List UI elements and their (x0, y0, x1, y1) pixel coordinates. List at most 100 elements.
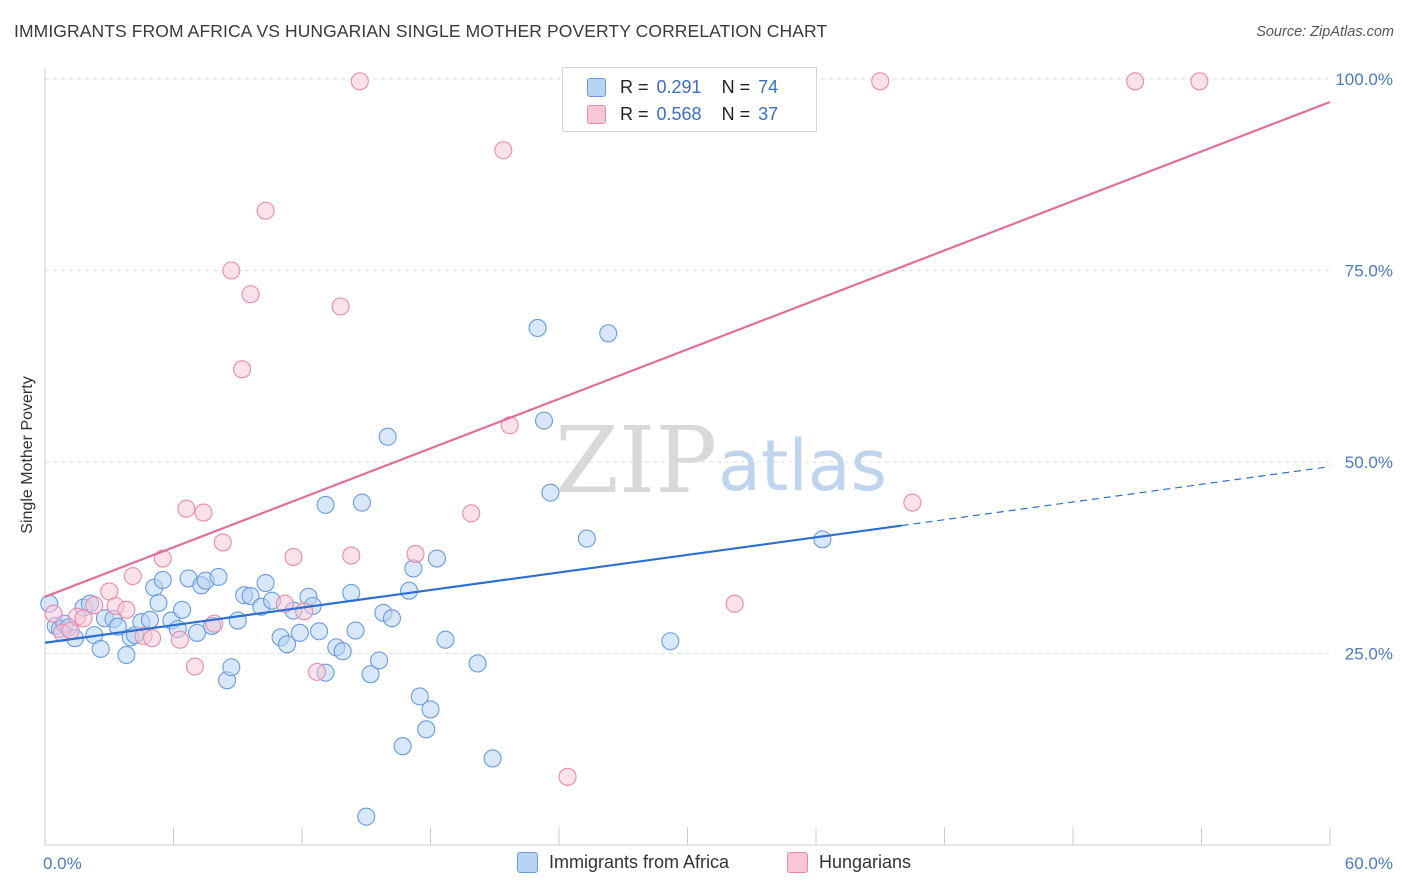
data-point-africa (91, 639, 110, 658)
data-point-hungarians (275, 594, 294, 613)
data-point-africa (342, 583, 361, 603)
data-point-africa (417, 720, 436, 739)
legend-r-label: R = (620, 103, 649, 124)
data-point-hungarians (241, 285, 260, 304)
legend-row-hungarians: R = 0.568 N = 37 (587, 102, 778, 126)
legend-label-hungarians: Hungarians (819, 852, 912, 872)
data-point-africa (361, 665, 380, 684)
data-point-africa (661, 632, 680, 651)
legend-item-africa: Immigrants from Africa (517, 852, 729, 873)
watermark-atlas: atlas (718, 425, 887, 507)
trend-line-hungarians (44, 100, 1331, 598)
y-tick-label: 75.0% (1345, 262, 1393, 281)
series-immigrants-from-africa (40, 318, 832, 826)
data-point-hungarians (350, 72, 369, 91)
data-point-africa (534, 411, 554, 430)
data-point-hungarians (222, 261, 241, 280)
x-tick-label: 60.0% (1345, 854, 1393, 873)
data-point-hungarians (1190, 72, 1209, 91)
legend-n-label: N = (721, 76, 751, 97)
data-point-hungarians (256, 201, 275, 220)
data-point-africa (316, 495, 335, 514)
data-point-africa (370, 651, 389, 670)
data-point-africa (427, 549, 446, 568)
data-point-africa (352, 493, 372, 512)
data-point-africa (813, 530, 832, 549)
data-point-hungarians (185, 657, 204, 676)
data-point-africa (149, 593, 168, 612)
legend-n-value: 37 (758, 103, 779, 124)
data-point-africa (393, 737, 412, 756)
y-tick-label: 100.0% (1335, 70, 1393, 89)
data-point-africa (528, 318, 547, 338)
data-point-hungarians (331, 297, 350, 316)
data-point-africa (108, 617, 127, 636)
data-point-africa (378, 427, 397, 446)
x-tick-label: 0.0% (43, 854, 82, 873)
data-point-africa (241, 586, 260, 606)
correlation-legend: R = 0.291 N = 74 R = 0.568 N = 37 (562, 67, 817, 132)
data-point-hungarians (205, 614, 224, 633)
data-point-africa (222, 658, 241, 677)
data-point-africa (256, 573, 275, 593)
data-point-africa (153, 570, 172, 590)
data-point-hungarians (406, 544, 425, 563)
y-tick-label: 50.0% (1345, 453, 1393, 472)
data-point-africa (188, 623, 207, 642)
data-point-hungarians (85, 596, 104, 615)
data-point-hungarians (903, 493, 922, 512)
axes (44, 68, 1331, 846)
data-point-hungarians (194, 503, 213, 522)
data-point-hungarians (307, 662, 327, 681)
data-point-africa (140, 610, 159, 629)
data-point-hungarians (284, 547, 303, 567)
legend-label-africa: Immigrants from Africa (549, 852, 730, 872)
data-point-hungarians (462, 504, 481, 523)
legend-swatch-africa (587, 77, 606, 97)
legend-r-value: 0.568 (656, 103, 702, 124)
data-point-hungarians (494, 141, 513, 160)
data-point-hungarians (177, 499, 196, 518)
data-point-africa (400, 581, 419, 600)
data-point-africa (346, 621, 365, 640)
data-point-africa (436, 630, 455, 649)
data-point-africa (541, 483, 560, 502)
data-point-hungarians (123, 567, 142, 586)
data-point-africa (310, 622, 329, 641)
legend-swatch-hungarians (787, 852, 808, 873)
data-point-hungarians (117, 600, 136, 619)
data-point-africa (421, 700, 440, 719)
data-point-africa (333, 642, 352, 661)
data-point-africa (173, 600, 192, 619)
x-tick-labels: 0.0% 60.0% (43, 854, 1393, 873)
trend-line-africa (44, 524, 902, 644)
legend-n-label: N = (721, 103, 751, 124)
data-point-africa (577, 529, 596, 548)
series-legend: Immigrants from Africa Hungarians (0, 852, 1406, 878)
data-point-africa (357, 807, 376, 826)
data-point-hungarians (871, 72, 890, 91)
y-tick-labels: 25.0% 50.0% 75.0% 100.0% (1335, 70, 1393, 664)
data-point-hungarians (342, 546, 361, 565)
trend-line-africa-extension (901, 466, 1331, 527)
data-point-hungarians (232, 360, 252, 379)
trend-lines (44, 100, 1331, 644)
legend-row-africa: R = 0.291 N = 74 (587, 75, 778, 99)
data-point-africa (468, 654, 487, 673)
legend-swatch-hungarians (587, 104, 606, 124)
source-label: Source: ZipAtlas.com (1256, 24, 1394, 40)
data-point-hungarians (1126, 72, 1145, 91)
data-point-africa (277, 635, 297, 654)
data-point-hungarians (143, 629, 162, 648)
legend-r-value: 0.291 (656, 76, 702, 97)
chart-title: IMMIGRANTS FROM AFRICA VS HUNGARIAN SING… (14, 21, 828, 41)
data-point-hungarians (74, 609, 93, 628)
data-point-hungarians (558, 767, 577, 786)
data-point-hungarians (725, 594, 744, 613)
legend-n-value: 74 (758, 76, 779, 97)
data-point-africa (117, 645, 136, 665)
watermark: ZIP atlas (555, 407, 887, 514)
data-point-africa (483, 749, 502, 768)
y-tick-label: 25.0% (1345, 645, 1393, 664)
